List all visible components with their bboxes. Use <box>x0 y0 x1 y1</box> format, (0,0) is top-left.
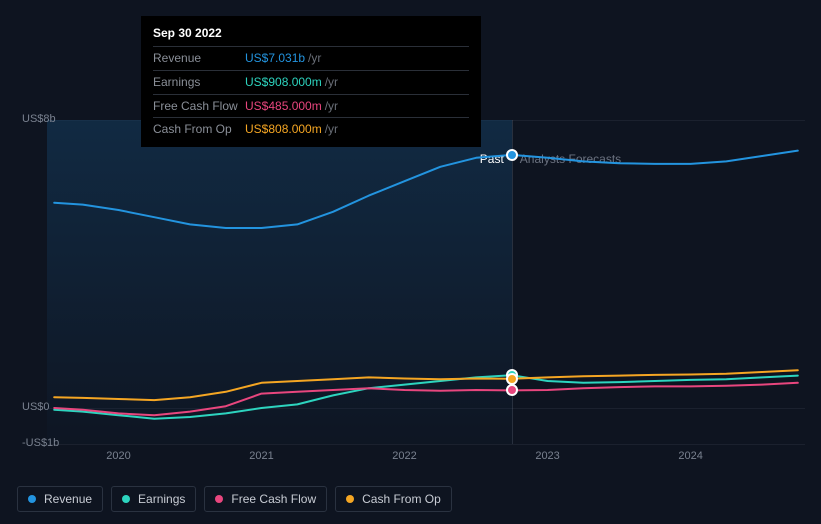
y-axis-label: US$0 <box>22 401 50 413</box>
y-axis-label: -US$1b <box>22 437 59 449</box>
legend-dot-icon <box>346 495 354 503</box>
x-axis-label: 2021 <box>249 450 273 462</box>
legend-dot-icon <box>122 495 130 503</box>
chart-legend: Revenue Earnings Free Cash Flow Cash From O… <box>17 486 452 512</box>
legend-label: Revenue <box>44 492 92 506</box>
x-axis-label: 2020 <box>106 450 130 462</box>
legend-item-fcf[interactable]: Free Cash Flow <box>204 486 327 512</box>
tooltip-row: RevenueUS$7.031b/yr <box>153 46 469 70</box>
y-axis-label: US$8b <box>22 113 56 125</box>
legend-dot-icon <box>28 495 36 503</box>
legend-item-revenue[interactable]: Revenue <box>17 486 103 512</box>
tooltip-metric-label: Earnings <box>153 74 245 91</box>
legend-item-cfo[interactable]: Cash From Op <box>335 486 452 512</box>
legend-label: Free Cash Flow <box>231 492 316 506</box>
series-line-cfo <box>54 370 798 400</box>
tooltip-value: US$808.000m <box>245 121 322 138</box>
series-line-earnings <box>54 375 798 419</box>
tooltip-metric-label: Revenue <box>153 50 245 67</box>
x-axis-label: 2023 <box>535 450 559 462</box>
tooltip-metric-label: Free Cash Flow <box>153 98 245 115</box>
tooltip-row: Cash From OpUS$808.000m/yr <box>153 117 469 141</box>
legend-item-earnings[interactable]: Earnings <box>111 486 196 512</box>
tooltip-metric-label: Cash From Op <box>153 121 245 138</box>
hover-marker-revenue <box>506 149 518 161</box>
series-line-revenue <box>54 151 798 228</box>
financials-chart[interactable]: Past Analysts Forecasts US$8bUS$0-US$1b … <box>17 120 805 450</box>
tooltip-unit: /yr <box>325 121 338 138</box>
tooltip-unit: /yr <box>325 98 338 115</box>
tooltip-value: US$7.031b <box>245 50 305 67</box>
x-axis-label: 2024 <box>678 450 702 462</box>
x-axis-label: 2022 <box>392 450 416 462</box>
legend-dot-icon <box>215 495 223 503</box>
tooltip-unit: /yr <box>325 74 338 91</box>
legend-label: Cash From Op <box>362 492 441 506</box>
hover-marker-cfo <box>506 373 518 385</box>
tooltip-row: EarningsUS$908.000m/yr <box>153 70 469 94</box>
gridline <box>47 444 805 445</box>
legend-label: Earnings <box>138 492 185 506</box>
hover-marker-fcf <box>506 384 518 396</box>
tooltip-unit: /yr <box>308 50 321 67</box>
tooltip-row: Free Cash FlowUS$485.000m/yr <box>153 94 469 118</box>
chart-series <box>47 120 805 444</box>
tooltip-value: US$485.000m <box>245 98 322 115</box>
tooltip-value: US$908.000m <box>245 74 322 91</box>
chart-tooltip: Sep 30 2022 RevenueUS$7.031b/yrEarningsU… <box>141 16 481 147</box>
tooltip-title: Sep 30 2022 <box>153 26 469 40</box>
